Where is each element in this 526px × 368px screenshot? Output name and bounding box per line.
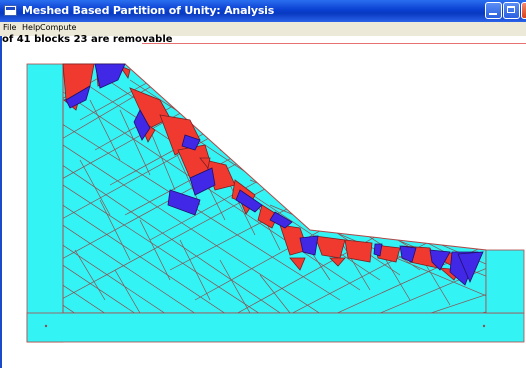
foundation-block: [26, 312, 525, 343]
minimize-button[interactable]: [485, 2, 502, 19]
removable-block: [199, 157, 211, 169]
marker-dot: [44, 324, 48, 328]
slope-body: [62, 63, 487, 314]
close-button[interactable]: [521, 0, 526, 19]
key-block: [181, 134, 201, 151]
pane-separator: [142, 43, 526, 44]
removable-block: [289, 257, 306, 271]
menu-help[interactable]: Help: [22, 23, 41, 32]
window-title: Meshed Based Partition of Unity: Analysi…: [22, 4, 275, 17]
key-block: [299, 235, 319, 256]
menu-bar: File Help Compute: [0, 22, 526, 36]
key-block: [189, 167, 216, 196]
removable-block: [329, 257, 346, 267]
left-boundary-block: [26, 63, 64, 343]
removable-block: [129, 87, 171, 129]
app-window-icon: [4, 5, 17, 16]
maximize-button[interactable]: [503, 2, 520, 19]
key-block: [133, 109, 151, 141]
marker-dot: [482, 324, 486, 328]
key-block: [167, 189, 201, 216]
key-block: [65, 85, 91, 109]
key-block: [94, 63, 126, 89]
key-block: [457, 251, 484, 284]
removable-block: [344, 239, 373, 263]
key-block: [373, 243, 383, 257]
status-text: of 41 blocks 23 are removable: [2, 34, 173, 45]
right-boundary-block: [485, 249, 525, 314]
menu-compute[interactable]: Compute: [40, 23, 77, 32]
title-bar: Meshed Based Partition of Unity: Analysi…: [0, 0, 526, 22]
key-block: [429, 249, 451, 271]
key-block: [269, 211, 293, 229]
key-block: [399, 245, 417, 263]
key-block: [235, 189, 263, 213]
removable-block: [257, 204, 279, 229]
menu-file[interactable]: File: [3, 23, 17, 32]
window-left-border: [0, 36, 2, 368]
